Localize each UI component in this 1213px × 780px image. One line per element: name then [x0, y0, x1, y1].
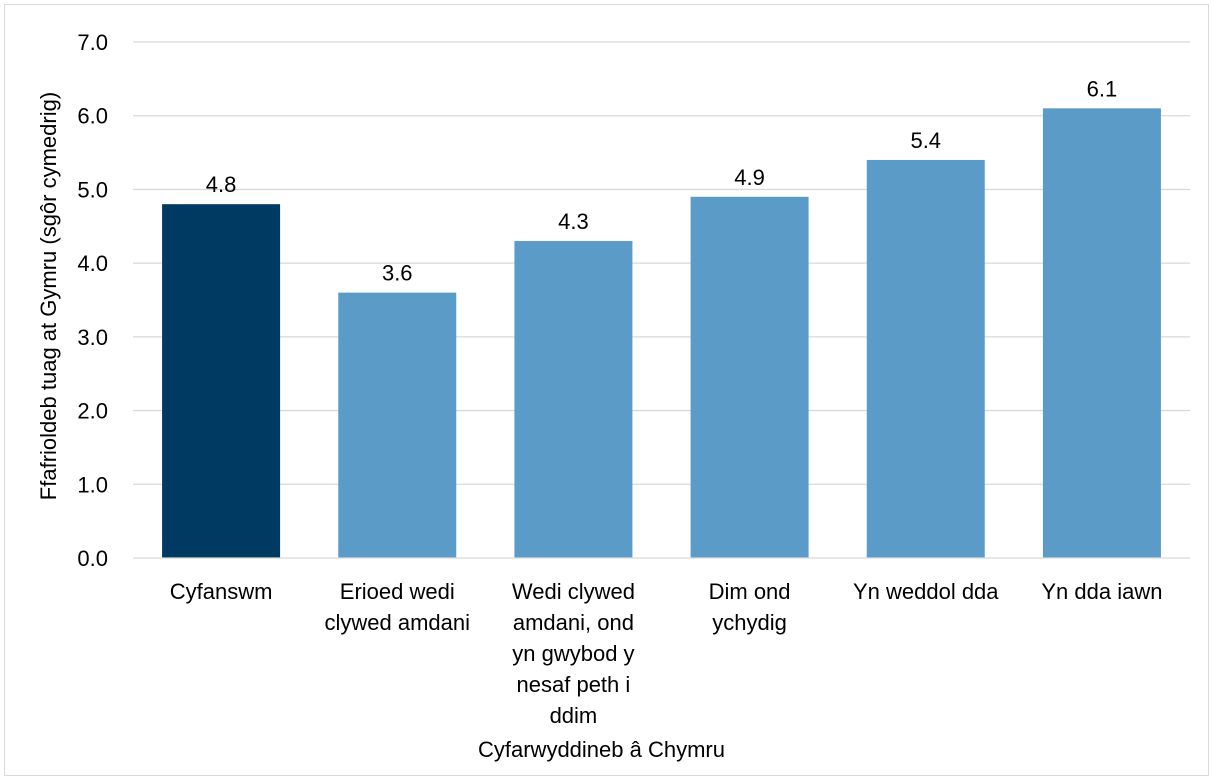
data-label: 3.6	[382, 261, 413, 286]
y-tick-label: 1.0	[77, 472, 108, 497]
x-axis-title: Cyfarwyddineb â Chymru	[478, 737, 725, 762]
bars	[162, 108, 1161, 559]
y-axis-ticks: 0.0 1.0 2.0 3.0 4.0 5.0 6.0 7.0	[77, 30, 108, 571]
data-label: 4.8	[206, 172, 237, 197]
bar	[338, 292, 457, 558]
x-category-label: Cyfanswm	[170, 579, 273, 604]
x-category-label: clywed amdani	[324, 610, 470, 635]
x-category-label: Dim ond	[709, 579, 791, 604]
x-category-label: yn gwybod y	[512, 641, 634, 666]
x-category-label: Erioed wedi	[340, 579, 455, 604]
bar	[514, 241, 633, 558]
x-category-label: Yn weddol dda	[853, 579, 999, 604]
y-tick-label: 7.0	[77, 30, 108, 55]
x-category-label: Wedi clywed	[512, 579, 635, 604]
x-category-label: ddim	[550, 703, 598, 728]
bar	[1042, 108, 1161, 558]
y-axis-title: Ffafrioldeb tuag at Gymru (sgôr cymedrig…	[36, 92, 61, 500]
bar	[162, 204, 281, 558]
x-category-label: Yn dda iawn	[1041, 579, 1162, 604]
x-category-label: nesaf peth i	[517, 672, 631, 697]
bar	[866, 159, 985, 558]
data-label: 4.3	[558, 209, 589, 234]
bar	[690, 196, 809, 559]
y-tick-label: 6.0	[77, 104, 108, 129]
x-axis-categories: Cyfanswm Erioed wedi clywed amdani Wedi cly…	[170, 579, 1163, 728]
x-category-label: ychydig	[712, 610, 787, 635]
y-tick-label: 2.0	[77, 399, 108, 424]
y-tick-label: 0.0	[77, 546, 108, 571]
y-tick-label: 4.0	[77, 251, 108, 276]
y-tick-label: 3.0	[77, 325, 108, 350]
x-category-label: amdani, ond	[513, 610, 634, 635]
gridlines	[133, 41, 1190, 485]
data-labels: 4.8 3.6 4.3 4.9 5.4 6.1	[206, 76, 1117, 285]
data-label: 5.4	[910, 128, 941, 153]
data-label: 6.1	[1087, 76, 1118, 101]
data-label: 4.9	[734, 165, 765, 190]
y-tick-label: 5.0	[77, 177, 108, 202]
